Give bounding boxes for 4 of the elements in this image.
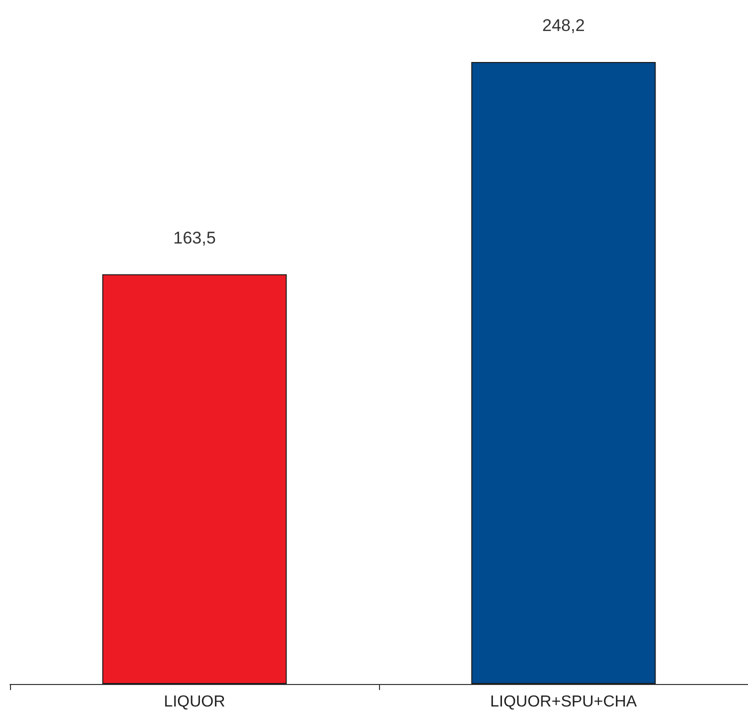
- x-tick-label: LIQUOR+SPU+CHA: [490, 694, 638, 710]
- x-tick-label: LIQUOR: [164, 694, 226, 710]
- data-label: 163,5: [173, 228, 216, 248]
- data-label: 248,2: [542, 16, 585, 35]
